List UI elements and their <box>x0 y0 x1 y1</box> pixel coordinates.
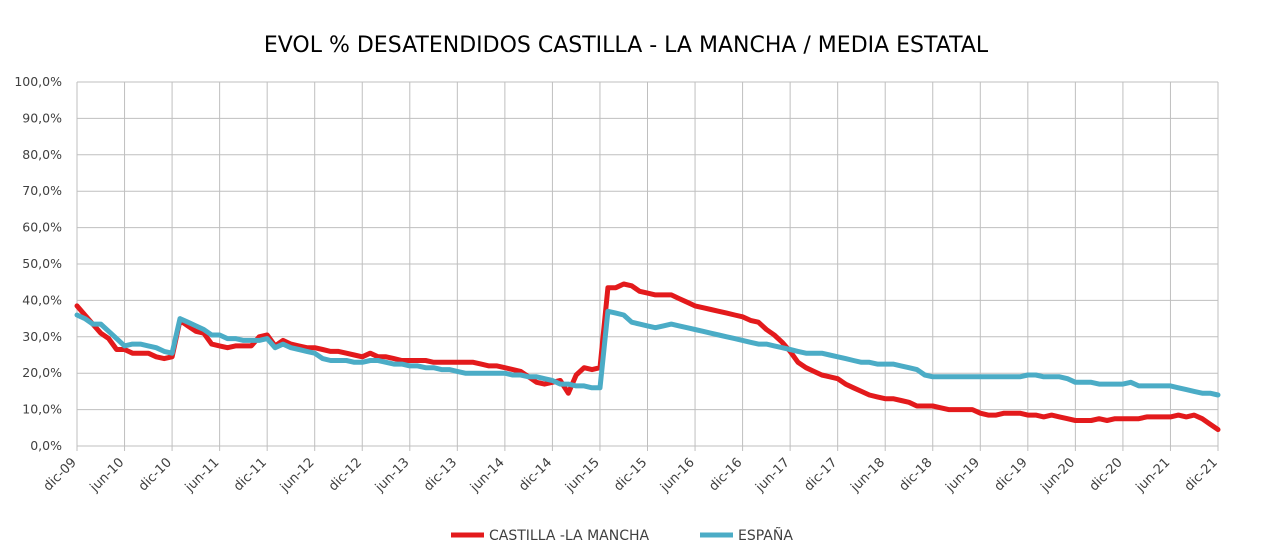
y-tick-label: 40,0% <box>22 292 62 307</box>
x-tick-label: jun-17 <box>752 455 793 496</box>
chart-title: EVOL % DESATENDIDOS CASTILLA - LA MANCHA… <box>264 33 989 58</box>
y-tick-label: 20,0% <box>22 365 62 380</box>
series-layer <box>74 281 1221 433</box>
x-tick-label: dic-20 <box>1087 455 1126 494</box>
x-tick-label: jun-18 <box>847 455 888 496</box>
y-tick-label: 50,0% <box>22 256 62 271</box>
x-tick-label: jun-12 <box>277 455 318 496</box>
x-tick-label: jun-20 <box>1038 455 1079 496</box>
x-tick-label: dic-15 <box>611 455 650 494</box>
y-axis-ticks: 0,0% 10,0% 20,0% 30,0% 40,0% 50,0% 60,0% 70,0% 8… <box>14 74 62 453</box>
x-tick-label: dic-16 <box>706 455 745 494</box>
x-tick-label: dic-09 <box>41 455 80 494</box>
x-tick-label: jun-13 <box>372 455 413 496</box>
legend-label-castilla-la-mancha: CASTILLA -LA MANCHA <box>489 528 650 544</box>
x-axis-ticks: dic-09 jun-10 dic-10 jun-11 dic-11 jun-12 dic-… <box>41 455 1221 496</box>
x-tick-label: jun-10 <box>87 455 128 496</box>
x-tick-label: dic-17 <box>801 455 840 494</box>
grid-layer <box>76 81 1219 451</box>
x-tick-label: jun-19 <box>943 455 984 496</box>
x-tick-label: dic-14 <box>516 455 555 494</box>
y-tick-label: 70,0% <box>22 183 62 198</box>
x-tick-label: dic-18 <box>897 455 936 494</box>
y-tick-label: 80,0% <box>22 147 62 162</box>
y-tick-label: 10,0% <box>22 402 62 417</box>
y-tick-label: 60,0% <box>22 220 62 235</box>
x-tick-label: dic-11 <box>231 455 270 494</box>
y-tick-label: 90,0% <box>22 110 62 125</box>
x-tick-label: dic-10 <box>136 455 175 494</box>
y-tick-label: 0,0% <box>30 438 62 453</box>
x-tick-label: dic-19 <box>992 455 1031 494</box>
series-line-castilla-la-mancha <box>74 281 1221 433</box>
series-line-espana <box>74 308 1221 398</box>
legend: CASTILLA -LA MANCHA ESPAÑA <box>451 527 793 544</box>
x-tick-label: jun-16 <box>657 455 698 496</box>
x-tick-label: jun-14 <box>467 455 508 496</box>
y-tick-label: 30,0% <box>22 329 62 344</box>
x-tick-label: jun-15 <box>562 455 603 496</box>
x-tick-label: dic-12 <box>326 455 365 494</box>
x-tick-label: dic-21 <box>1182 455 1221 494</box>
x-tick-label: dic-13 <box>421 455 460 494</box>
x-tick-label: jun-21 <box>1133 455 1174 496</box>
legend-label-espana: ESPAÑA <box>738 527 793 544</box>
y-tick-label: 100,0% <box>14 74 62 89</box>
x-tick-label: jun-11 <box>182 455 223 496</box>
